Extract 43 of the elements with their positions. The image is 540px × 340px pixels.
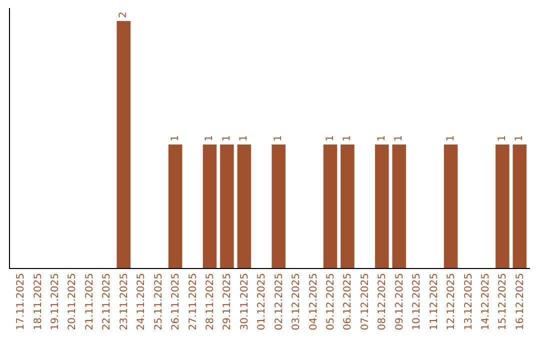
x-tick-label: 21.11.2025 bbox=[84, 273, 96, 330]
x-tick-label: 25.11.2025 bbox=[153, 273, 164, 330]
data-label: 1 bbox=[394, 135, 405, 142]
x-tick-label: 20.11.2025 bbox=[67, 273, 78, 330]
x-tick-label: 01.12.2025 bbox=[256, 273, 268, 330]
data-label: 1 bbox=[170, 135, 181, 142]
x-tick-label: 06.12.2025 bbox=[342, 273, 354, 330]
data-label: 1 bbox=[445, 135, 456, 142]
x-tick-label: 30.11.2025 bbox=[239, 273, 250, 330]
x-tick-label: 15.12.2025 bbox=[498, 273, 509, 330]
x-tick-label: 27.11.2025 bbox=[188, 273, 199, 330]
x-tick-label: 13.12.2025 bbox=[463, 273, 474, 330]
x-tick-label: 23.11.2025 bbox=[118, 273, 130, 330]
x-tick-label: 04.12.2025 bbox=[308, 273, 320, 330]
data-label: 1 bbox=[204, 135, 216, 142]
x-tick-label: 08.12.2025 bbox=[377, 273, 388, 330]
x-tick-label: 17.11.2025 bbox=[16, 273, 27, 330]
x-tick-label: 26.11.2025 bbox=[170, 273, 182, 330]
x-tick-label: 18.11.2025 bbox=[32, 273, 44, 330]
x-tick-label: 05.12.2025 bbox=[326, 273, 337, 330]
x-tick-label: 03.12.2025 bbox=[291, 273, 302, 330]
x-tick-label: 19.11.2025 bbox=[50, 273, 62, 330]
x-tick-label: 12.12.2025 bbox=[446, 273, 458, 330]
data-label: 1 bbox=[221, 135, 232, 142]
x-tick-label: 07.12.2025 bbox=[360, 273, 371, 330]
data-label: 1 bbox=[273, 135, 284, 142]
data-label: 2 bbox=[118, 12, 130, 18]
x-tick-label: 28.11.2025 bbox=[204, 273, 216, 330]
x-tick-label: 22.11.2025 bbox=[102, 273, 113, 330]
x-tick-label: 16.12.2025 bbox=[514, 273, 526, 330]
data-label: 1 bbox=[238, 135, 250, 142]
x-tick-label: 29.11.2025 bbox=[222, 273, 234, 330]
x-tick-label: 02.12.2025 bbox=[274, 273, 285, 330]
data-label: 1 bbox=[342, 135, 353, 142]
data-label: 1 bbox=[496, 135, 508, 142]
x-tick-label: 11.12.2025 bbox=[428, 273, 440, 330]
x-tick-label: 09.12.2025 bbox=[394, 273, 406, 330]
data-label: 1 bbox=[514, 135, 526, 142]
x-tick-label: 10.12.2025 bbox=[412, 273, 423, 330]
x-tick-label: 14.12.2025 bbox=[480, 273, 492, 330]
x-tick-label: 24.11.2025 bbox=[136, 273, 148, 330]
data-label: 1 bbox=[324, 135, 336, 142]
data-label: 1 bbox=[376, 135, 388, 142]
